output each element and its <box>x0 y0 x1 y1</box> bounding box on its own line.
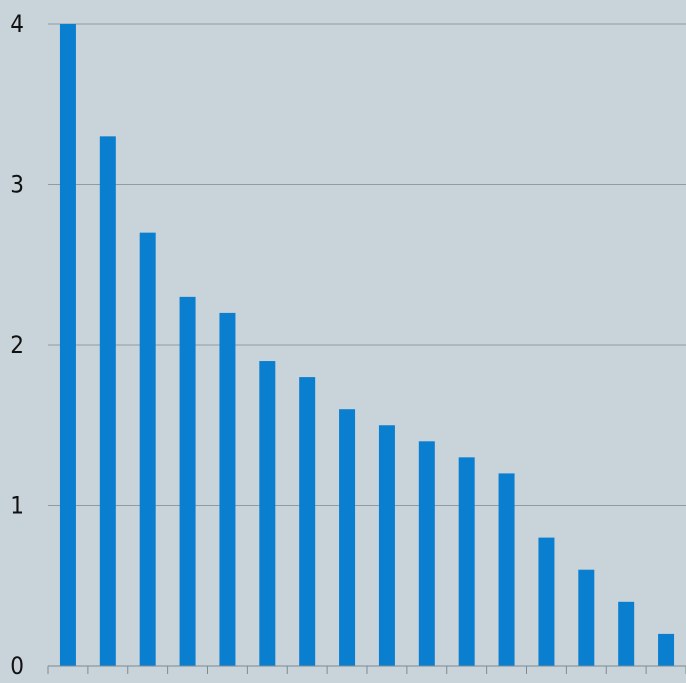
bar <box>99 136 116 667</box>
bar <box>618 601 635 666</box>
bar <box>378 425 395 666</box>
bar <box>538 537 555 666</box>
y-tick-label: 2 <box>10 331 24 359</box>
bars <box>59 24 675 667</box>
bar <box>339 409 356 666</box>
x-axis <box>47 665 686 674</box>
bar <box>458 457 475 666</box>
bar <box>498 473 515 666</box>
y-tick-label: 0 <box>10 652 24 680</box>
bar <box>299 377 316 666</box>
bar <box>259 361 276 666</box>
bar <box>139 232 156 666</box>
y-tick-label: 3 <box>10 171 24 199</box>
bar <box>658 633 675 666</box>
y-axis-tick-labels: 0 1 2 3 4 <box>10 10 24 680</box>
bar <box>578 569 595 666</box>
bar <box>179 296 196 666</box>
bar <box>219 312 236 666</box>
bar <box>59 24 76 666</box>
y-tick-label: 4 <box>10 10 24 38</box>
y-tick-label: 1 <box>10 492 24 520</box>
bar <box>418 441 435 666</box>
